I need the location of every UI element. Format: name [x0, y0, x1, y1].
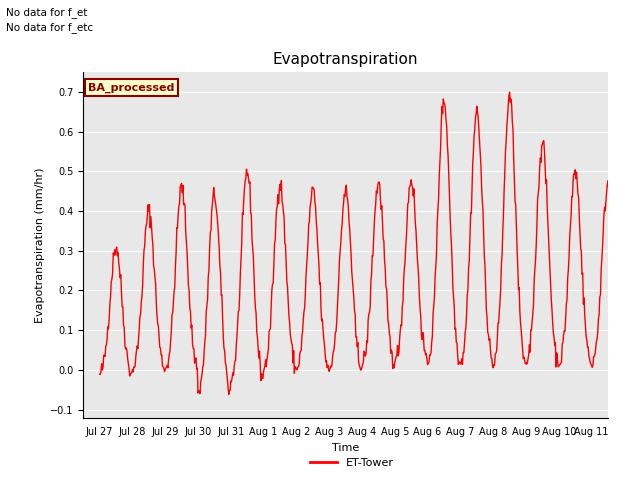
- Text: No data for f_etc: No data for f_etc: [6, 22, 93, 33]
- X-axis label: Time: Time: [332, 443, 359, 453]
- Text: BA_processed: BA_processed: [88, 83, 175, 93]
- Text: No data for f_et: No data for f_et: [6, 7, 88, 18]
- Y-axis label: Evapotranspiration (mm/hr): Evapotranspiration (mm/hr): [35, 167, 45, 323]
- Title: Evapotranspiration: Evapotranspiration: [273, 52, 419, 67]
- Legend: ET-Tower: ET-Tower: [305, 453, 399, 472]
